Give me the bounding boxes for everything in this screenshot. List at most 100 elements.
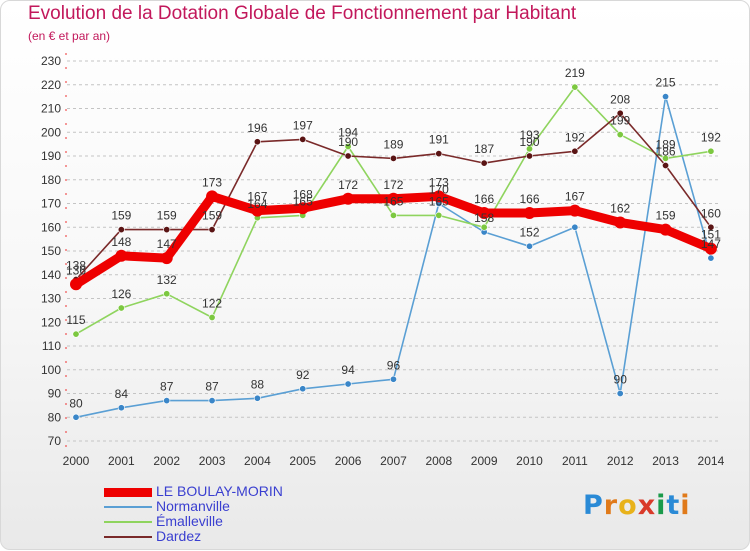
data-label-dardez: 186 [656,145,676,159]
x-tick-label: 2009 [471,454,498,468]
data-point-emalleville [344,143,352,151]
data-point-emalleville [616,131,624,139]
data-point-emalleville [72,330,80,338]
data-point-dardez [480,159,488,167]
data-point-emalleville [525,145,533,153]
data-label-emalleville: 193 [519,128,539,142]
data-label-emalleville: 219 [565,66,585,80]
data-point-dardez [571,147,579,155]
data-label-normanville: 170 [429,183,449,197]
data-label-normanville: 80 [69,396,83,410]
data-label-le-boulay-morin: 172 [338,178,358,192]
data-label-le-boulay-morin: 151 [701,228,721,242]
x-tick-label: 2010 [516,454,543,468]
data-label-normanville: 152 [519,225,539,239]
y-tick-label: 230 [41,54,61,68]
data-point-emalleville [117,304,125,312]
data-point-le-boulay-morin [296,202,309,215]
proxiti-logo: Proxiti [583,490,691,521]
x-tick-label: 2003 [199,454,226,468]
data-label-emalleville: 189 [656,137,676,151]
data-label-dardez: 187 [474,142,494,156]
data-label-le-boulay-morin: 159 [656,209,676,223]
data-label-normanville: 90 [614,373,628,387]
y-tick-label: 180 [41,173,61,187]
legend-label-dardez: Dardez [156,528,202,544]
data-point-normanville [662,93,670,101]
data-label-dardez: 159 [157,209,177,223]
y-tick-label: 80 [48,410,62,424]
legend-label-normanville: Normanville [156,498,230,514]
x-tick-label: 2004 [244,454,271,468]
data-point-le-boulay-morin [342,192,355,205]
data-label-normanville: 87 [205,380,219,394]
data-label-dardez: 208 [610,92,630,106]
x-tick-label: 2012 [607,454,634,468]
data-point-normanville [163,397,171,405]
y-tick-label: 160 [41,220,61,234]
data-point-normanville [344,380,352,388]
legend-swatch-normanville [104,506,152,508]
data-point-emalleville [208,313,216,321]
data-label-emalleville: 115 [66,313,85,327]
logo-letter: i [680,490,691,521]
data-point-normanville [299,385,307,393]
x-tick-label: 2011 [562,454,588,468]
data-point-le-boulay-morin [614,216,627,229]
data-point-le-boulay-morin [523,207,536,219]
data-label-le-boulay-morin: 162 [610,202,630,216]
data-label-normanville: 87 [160,380,174,394]
data-label-dardez: 160 [701,206,721,220]
logo-letter: P [583,490,604,521]
data-label-dardez: 159 [111,209,131,223]
logo-letter: o [618,490,638,521]
data-point-emalleville [163,290,171,298]
x-tick-label: 2002 [153,454,180,468]
x-tick-label: 2008 [425,454,452,468]
data-point-normanville [72,413,80,421]
x-tick-label: 2001 [108,454,135,468]
data-label-normanville: 147 [701,237,721,251]
data-point-normanville [707,254,715,262]
data-point-emalleville [389,211,397,219]
data-label-normanville: 158 [474,211,494,225]
y-tick-label: 150 [41,244,61,258]
data-point-normanville [525,242,533,250]
data-label-le-boulay-morin: 168 [293,187,313,201]
y-tick-label: 100 [41,363,61,377]
y-tick-label: 210 [41,102,61,116]
data-label-normanville: 96 [387,358,401,372]
data-point-dardez [389,154,397,162]
data-label-normanville: 215 [656,76,676,90]
data-point-dardez [435,150,443,158]
data-label-le-boulay-morin: 166 [519,192,539,206]
data-label-emalleville: 194 [338,126,358,140]
data-label-le-boulay-morin: 172 [383,178,403,192]
data-label-le-boulay-morin: 173 [202,175,222,189]
data-point-emalleville [435,211,443,219]
data-label-le-boulay-morin: 166 [474,192,494,206]
x-tick-label: 2005 [289,454,316,468]
data-point-le-boulay-morin [478,207,491,219]
data-point-emalleville [662,154,670,162]
data-point-emalleville [707,147,715,155]
logo-letter: i [656,490,667,521]
data-label-dardez: 197 [293,118,313,132]
data-label-le-boulay-morin: 147 [157,237,177,251]
data-label-emalleville: 165 [293,194,313,208]
data-point-normanville [253,394,261,402]
x-tick-label: 2007 [380,454,407,468]
logo-letter: t [666,490,681,521]
data-label-emalleville: 126 [111,287,131,301]
data-label-normanville: 92 [296,368,310,382]
data-label-dardez: 192 [565,130,585,144]
data-point-dardez [117,226,125,234]
legend-swatch-le-boulay-morin [104,488,152,497]
legend-swatch-emalleville [104,521,152,523]
data-point-le-boulay-morin [160,252,173,265]
data-point-le-boulay-morin [251,204,264,217]
data-label-normanville: 84 [115,387,129,401]
data-label-emalleville: 192 [701,130,721,144]
data-label-dardez: 189 [383,137,403,151]
